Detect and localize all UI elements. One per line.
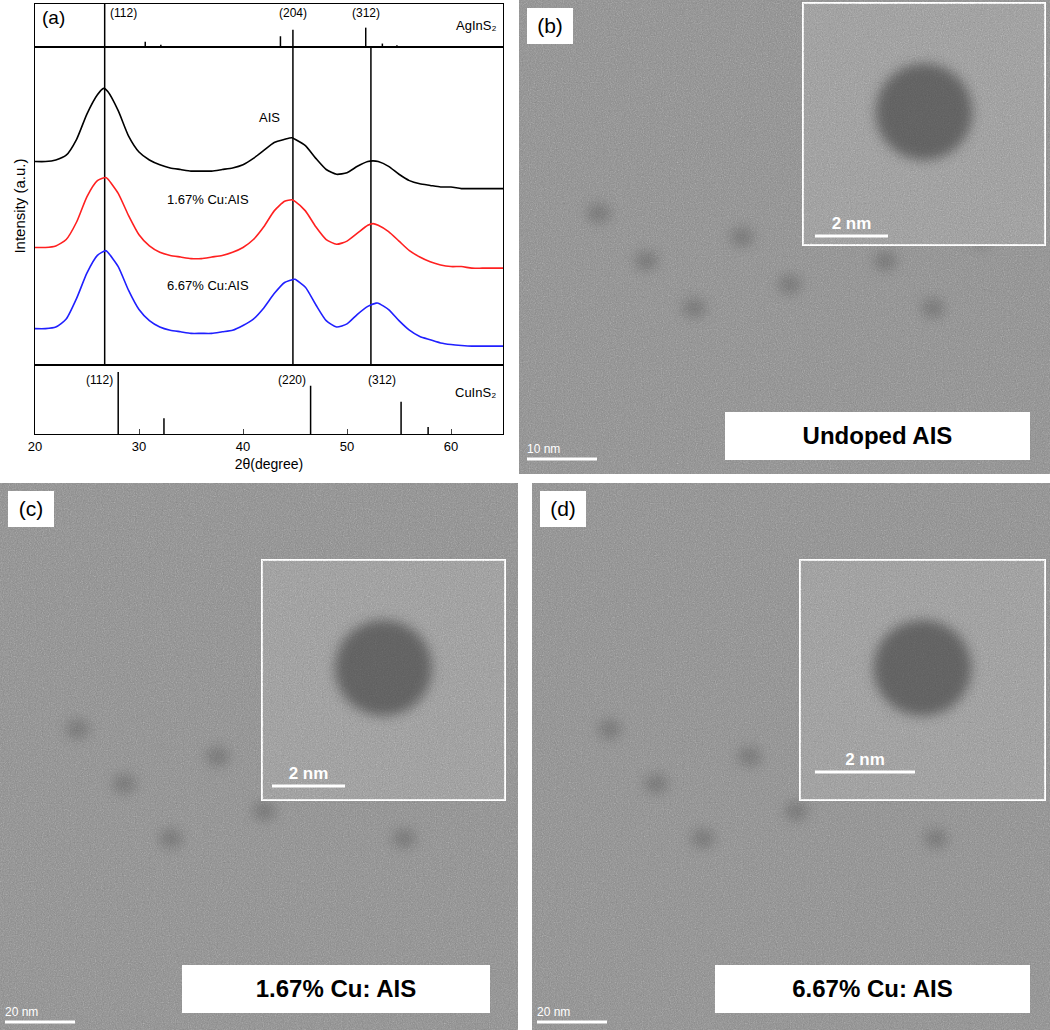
svg-text:(312): (312) xyxy=(352,6,380,20)
svg-text:2 nm: 2 nm xyxy=(289,764,329,783)
svg-text:AgInS₂: AgInS₂ xyxy=(456,18,496,33)
svg-text:60: 60 xyxy=(444,439,458,454)
svg-text:(204): (204) xyxy=(279,6,307,20)
svg-text:6.67% Cu: AIS: 6.67% Cu: AIS xyxy=(792,975,953,1002)
svg-text:2 nm: 2 nm xyxy=(832,214,872,233)
svg-text:Intensity (a.u.): Intensity (a.u.) xyxy=(11,159,28,254)
svg-text:Undoped AIS: Undoped AIS xyxy=(803,422,953,449)
svg-text:(112): (112) xyxy=(110,6,137,20)
svg-text:2θ(degree): 2θ(degree) xyxy=(235,456,304,472)
svg-text:(a): (a) xyxy=(42,7,65,28)
svg-text:AIS: AIS xyxy=(259,110,280,125)
svg-text:20: 20 xyxy=(28,439,42,454)
svg-text:1.67% Cu: AIS: 1.67% Cu: AIS xyxy=(256,975,417,1002)
svg-text:1.67% Cu:AIS: 1.67% Cu:AIS xyxy=(167,192,249,207)
svg-text:(b): (b) xyxy=(537,14,563,37)
svg-text:30: 30 xyxy=(132,439,146,454)
svg-text:(112): (112) xyxy=(86,373,113,387)
svg-text:(d): (d) xyxy=(550,497,576,520)
svg-text:40: 40 xyxy=(236,439,250,454)
svg-text:(c): (c) xyxy=(19,497,44,520)
svg-text:2 nm: 2 nm xyxy=(845,750,885,769)
svg-text:6.67% Cu:AIS: 6.67% Cu:AIS xyxy=(167,278,249,293)
svg-text:10 nm: 10 nm xyxy=(527,442,560,456)
svg-text:50: 50 xyxy=(340,439,354,454)
svg-text:CuInS₂: CuInS₂ xyxy=(455,385,496,400)
svg-text:20 nm: 20 nm xyxy=(5,1005,38,1019)
svg-text:(312): (312) xyxy=(368,373,396,387)
svg-text:(220): (220) xyxy=(278,373,306,387)
svg-text:20 nm: 20 nm xyxy=(537,1005,570,1019)
